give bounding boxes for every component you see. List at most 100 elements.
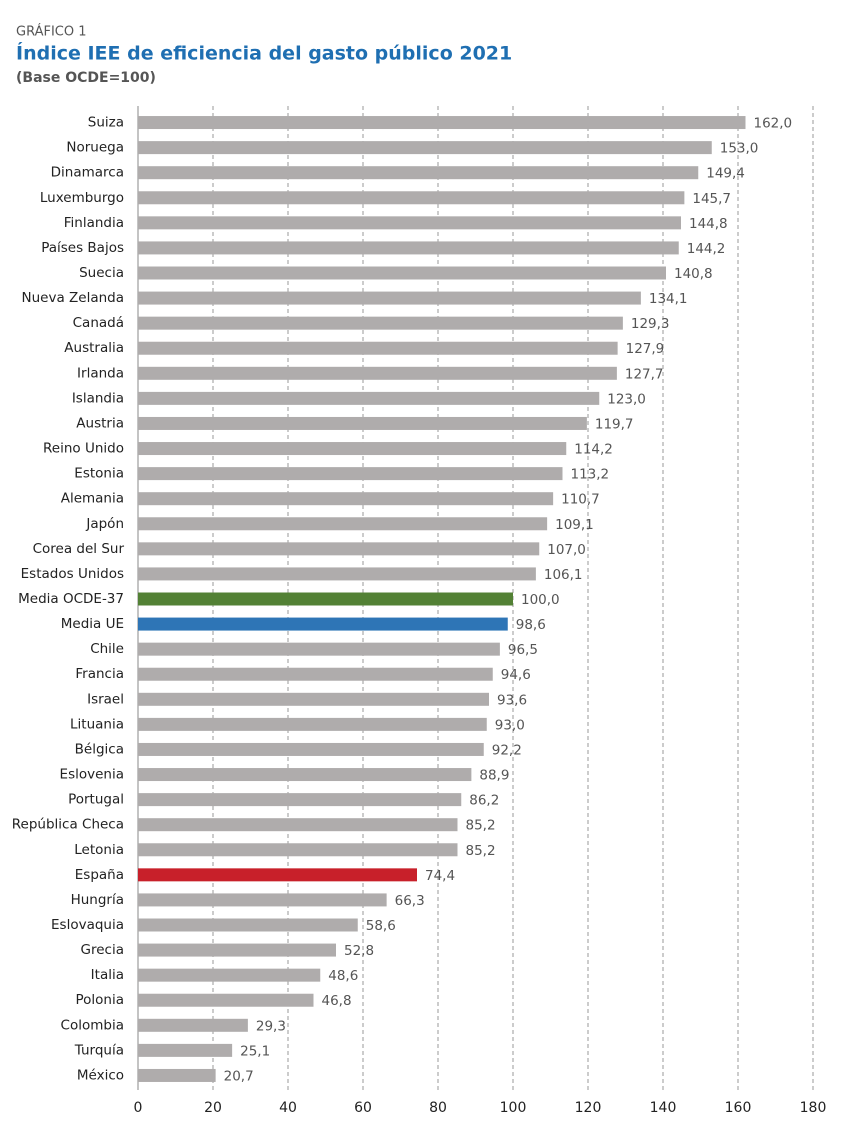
x-tick-label: 160	[725, 1100, 752, 1116]
y-tick-label: Colombia	[61, 1017, 124, 1033]
y-tick-label: Turquía	[74, 1042, 124, 1058]
y-tick-label: Japón	[85, 516, 124, 532]
value-label: 110,7	[561, 492, 600, 508]
value-label: 86,2	[469, 793, 499, 809]
bar	[138, 768, 472, 782]
bar	[138, 191, 685, 205]
y-tick-label: Eslovaquia	[51, 917, 124, 933]
bar	[138, 968, 321, 982]
y-tick-label: Nueva Zelanda	[22, 290, 125, 306]
bar	[138, 943, 336, 957]
value-label: 94,6	[501, 667, 531, 683]
y-tick-label: Noruega	[66, 140, 124, 156]
y-tick-label: Canadá	[73, 315, 124, 331]
value-label: 85,2	[466, 818, 496, 834]
y-tick-label: Eslovenia	[60, 767, 124, 783]
y-tick-label: Finlandia	[64, 215, 124, 231]
value-label: 127,9	[626, 341, 665, 357]
y-tick-label: Irlanda	[77, 365, 124, 381]
bar	[138, 717, 487, 731]
bar	[138, 316, 623, 330]
value-label: 98,6	[516, 617, 546, 633]
bar	[138, 341, 618, 355]
y-tick-label: Suiza	[88, 115, 124, 131]
y-tick-label: Italia	[91, 967, 124, 983]
chart-title: Índice IEE de eficiencia del gasto públi…	[16, 42, 512, 65]
y-tick-label: Media UE	[61, 616, 124, 632]
value-label: 88,9	[479, 768, 509, 784]
value-label: 93,6	[497, 692, 527, 708]
value-label: 25,1	[240, 1043, 270, 1059]
value-label: 119,7	[595, 416, 634, 432]
y-tick-label: España	[75, 867, 124, 883]
bar	[138, 818, 458, 832]
bar	[138, 517, 548, 531]
y-tick-label: Hungría	[71, 892, 124, 908]
bar	[138, 442, 567, 456]
y-tick-label: Francia	[75, 666, 124, 682]
bar	[138, 843, 458, 857]
y-tick-label: Países Bajos	[41, 240, 124, 256]
x-tick-label: 80	[429, 1100, 447, 1116]
value-label: 162,0	[754, 116, 793, 132]
bar	[138, 1018, 248, 1032]
bar	[138, 793, 462, 807]
bar	[138, 542, 540, 556]
value-label: 74,4	[425, 868, 455, 884]
value-label: 113,2	[571, 467, 610, 483]
chart-kicker: GRÁFICO 1	[16, 24, 87, 40]
y-tick-label: Austria	[76, 415, 124, 431]
bar	[138, 918, 358, 932]
bar	[138, 366, 617, 380]
bar	[138, 692, 489, 706]
bar	[138, 467, 563, 481]
y-tick-label: Alemania	[61, 491, 124, 507]
bar	[138, 893, 387, 907]
x-tick-label: 180	[800, 1100, 827, 1116]
bar	[138, 391, 600, 405]
bar	[138, 1043, 233, 1057]
y-tick-label: Luxemburgo	[40, 190, 124, 206]
value-label: 20,7	[224, 1068, 254, 1084]
bar	[138, 116, 746, 130]
value-label: 58,6	[366, 918, 396, 934]
x-tick-label: 0	[134, 1100, 143, 1116]
x-tick-label: 40	[279, 1100, 297, 1116]
y-tick-label: Reino Unido	[43, 441, 124, 457]
y-tick-label: Polonia	[75, 992, 124, 1008]
value-label: 129,3	[631, 316, 670, 332]
value-label: 153,0	[720, 141, 759, 157]
y-tick-label: Suecia	[79, 265, 124, 281]
y-tick-label: Bélgica	[75, 741, 124, 757]
bar	[138, 291, 641, 305]
value-label: 93,0	[495, 717, 525, 733]
value-label: 92,2	[492, 742, 522, 758]
bar	[138, 266, 666, 280]
value-label: 106,1	[544, 567, 583, 583]
y-tick-label: Chile	[90, 641, 124, 657]
bar	[138, 141, 712, 155]
bar	[138, 617, 508, 631]
y-tick-label: Australia	[64, 340, 124, 356]
y-tick-label: Dinamarca	[51, 165, 124, 181]
y-tick-label: Estonia	[74, 466, 124, 482]
y-tick-label: Lituania	[70, 716, 124, 732]
value-label: 127,7	[625, 366, 664, 382]
y-tick-label: Israel	[87, 691, 124, 707]
y-tick-label: Media OCDE-37	[18, 591, 124, 607]
value-label: 52,8	[344, 943, 374, 959]
bar	[138, 993, 314, 1007]
bar	[138, 416, 587, 430]
bar	[138, 667, 493, 681]
value-label: 145,7	[692, 191, 731, 207]
y-tick-label: Grecia	[81, 942, 124, 958]
bar	[138, 166, 699, 180]
x-tick-label: 100	[500, 1100, 527, 1116]
bar	[138, 492, 554, 506]
value-label: 85,2	[466, 843, 496, 859]
x-tick-label: 120	[575, 1100, 602, 1116]
value-label: 149,4	[706, 166, 745, 182]
value-label: 29,3	[256, 1018, 286, 1034]
